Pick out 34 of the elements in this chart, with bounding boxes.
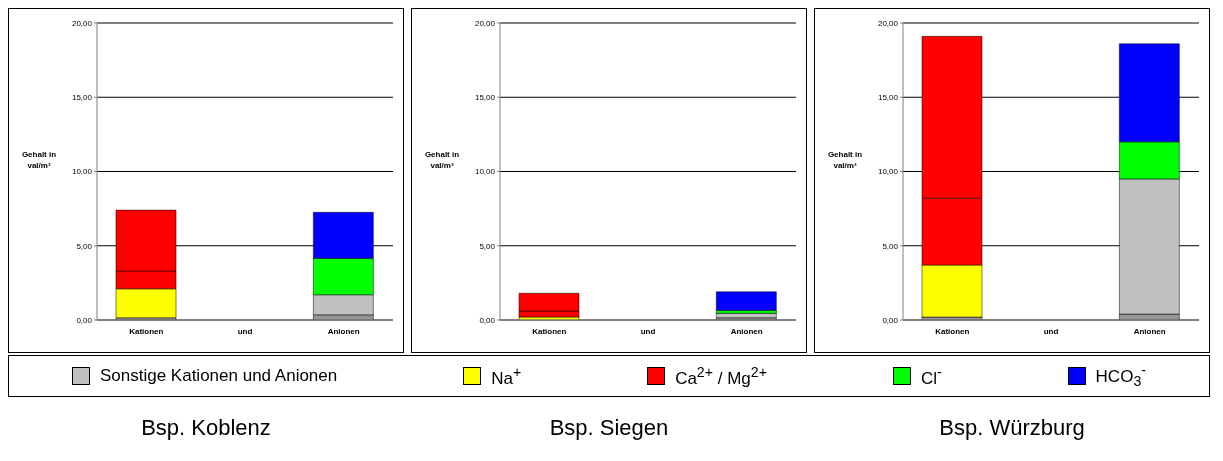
y-tick-label: 0,00 [479,315,496,325]
x-tick-label: Kationen [129,326,164,336]
legend-label: Cl$^{-}$ [920,363,942,389]
x-tick-label: Anionen [730,326,763,336]
legend-label: Sonstige Kationen und Anionen [99,366,338,386]
x-tick-label: Kationen [532,326,567,336]
y-tick-label: 10,00 [474,167,496,177]
x-tick-label: Anionen [327,326,360,336]
y-tick-label: 0,00 [882,315,899,325]
y-tick-label: 15,00 [877,93,899,103]
y-tick-label: 10,00 [877,167,899,177]
text: Bsp. Koblenz [140,415,272,441]
x-tick-label: Kationen [935,326,970,336]
text: Bsp. Siegen [548,415,670,441]
text: Bsp. Würzburg [938,415,1086,441]
x-tick-label: und [1043,326,1059,336]
y-axis-title: Gehalt in val/m³ [20,149,58,171]
y-tick-label: 5,00 [882,241,899,251]
x-tick-label: Anionen [1133,326,1166,336]
legend-label: Na$^{+}$ [491,363,522,389]
y-tick-label: 20,00 [474,18,496,28]
y-tick-label: 0,00 [76,315,93,325]
y-tick-label: 15,00 [71,93,93,103]
y-tick-label: 20,00 [877,18,899,28]
x-tick-label: und [237,326,253,336]
y-tick-label: 20,00 [71,18,93,28]
y-axis-title: Gehalt in val/m³ [423,149,461,171]
y-tick-label: 5,00 [76,241,93,251]
legend-label: Ca$^{2+}$ / Mg$^{2+}$ [675,363,767,389]
y-tick-label: 5,00 [479,241,496,251]
y-tick-label: 10,00 [71,167,93,177]
y-axis-title: Gehalt in val/m³ [826,149,864,171]
y-tick-label: 15,00 [474,93,496,103]
x-tick-label: und [640,326,656,336]
